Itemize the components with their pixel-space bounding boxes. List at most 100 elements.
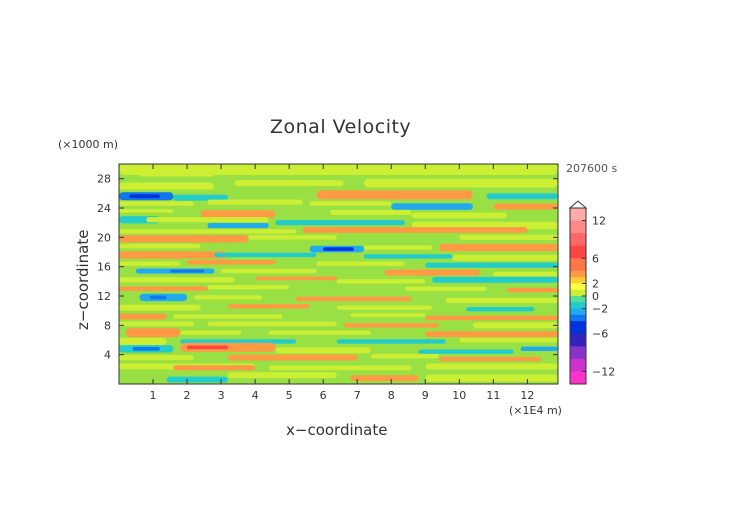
heatmap-band — [170, 269, 205, 273]
heatmap-band — [336, 305, 433, 310]
heatmap-band — [459, 337, 558, 343]
heatmap-band — [180, 330, 242, 335]
heatmap-band — [149, 295, 167, 300]
heatmap-band — [336, 279, 426, 284]
heatmap-band — [466, 307, 535, 312]
y-tick-label: 20 — [97, 231, 111, 244]
colorbar-segment — [570, 302, 586, 310]
x-tick-label: 6 — [320, 389, 327, 402]
heatmap-band — [119, 201, 194, 206]
heatmap-band — [119, 321, 194, 327]
colorbar-segment — [570, 314, 586, 322]
colorbar-segment — [570, 233, 586, 247]
heatmap-band — [119, 235, 249, 243]
heatmap-band — [125, 328, 181, 338]
heatmap-band — [350, 375, 419, 382]
heatmap-band — [364, 254, 453, 259]
x-axis-unit: (×1E4 m) — [509, 404, 562, 417]
heatmap-band — [227, 372, 337, 379]
heatmap-band — [139, 172, 215, 177]
heatmap-band — [221, 268, 317, 274]
heatmap-band — [214, 252, 317, 258]
heatmap-band — [425, 262, 558, 268]
heatmap-band — [418, 349, 514, 354]
y-tick-label: 28 — [97, 173, 111, 186]
heatmap-band — [119, 313, 167, 320]
heatmap-band — [432, 276, 558, 283]
colorbar-segment — [570, 258, 586, 272]
heatmap-band — [166, 376, 228, 383]
heatmap-band — [132, 346, 160, 351]
colorbar-segment — [570, 296, 586, 303]
x-tick-label: 12 — [520, 389, 534, 402]
heatmap-band — [119, 229, 296, 234]
colorbar-segment — [570, 220, 586, 234]
heatmap-band — [438, 243, 558, 252]
x-tick-label: 10 — [452, 389, 466, 402]
heatmap-band — [506, 287, 558, 293]
colorbar-tick-label: −2 — [592, 303, 608, 316]
heatmap-band — [248, 235, 337, 240]
y-tick-label: 24 — [97, 202, 111, 215]
colorbar-tick-label: 6 — [592, 252, 599, 265]
colorbar-tick-label: 0 — [592, 290, 599, 303]
x-tick-label: 2 — [184, 389, 191, 402]
y-tick-label: 16 — [97, 261, 111, 274]
heatmap-band — [173, 365, 256, 371]
heatmap-band — [119, 286, 208, 291]
heatmap-band — [119, 355, 194, 361]
colorbar-tick-label: −6 — [592, 328, 608, 341]
y-tick-label: 12 — [97, 290, 111, 303]
chart-title: Zonal Velocity — [270, 116, 412, 138]
heatmap-band — [119, 337, 167, 346]
heatmap-band — [438, 356, 541, 362]
heatmap-band — [227, 304, 310, 309]
y-axis-unit: (×1000 m) — [58, 138, 119, 151]
colorbar-segment — [570, 270, 586, 278]
y-tick-label: 4 — [104, 349, 111, 362]
heatmap-band — [268, 330, 371, 335]
heatmap-band — [316, 190, 473, 200]
heatmap-band — [119, 277, 235, 283]
colorbar-tick-label: −12 — [592, 365, 615, 378]
colorbar-tick-label: 12 — [592, 215, 606, 228]
x-axis-label: x−coordinate — [286, 421, 388, 439]
heatmap-band — [309, 201, 392, 206]
heatmap-band — [207, 223, 269, 229]
heatmap-band — [275, 220, 405, 226]
heatmap-band — [200, 210, 276, 218]
heatmap-band — [316, 261, 405, 266]
heatmap-band — [119, 209, 174, 213]
colorbar-segment — [570, 283, 586, 291]
y-tick-label: 8 — [104, 319, 111, 332]
heatmap-band — [180, 339, 296, 344]
colorbar-segment — [570, 333, 586, 347]
heatmap-band — [275, 347, 371, 354]
heatmap-band — [129, 194, 160, 199]
heatmap-band — [119, 251, 228, 259]
colorbar-extend-arrow — [568, 200, 588, 209]
x-tick-label: 3 — [218, 389, 225, 402]
x-tick-label: 1 — [150, 389, 157, 402]
heatmap-band — [234, 180, 344, 186]
heatmap-band — [255, 276, 337, 281]
heatmap-band — [391, 203, 473, 210]
heatmap-band — [384, 269, 480, 276]
x-tick-label: 7 — [354, 389, 361, 402]
heatmap-band — [119, 243, 201, 249]
heatmap-band — [364, 178, 558, 188]
heatmap-band — [268, 365, 412, 371]
colorbar-segment — [570, 321, 586, 335]
heatmap-band — [486, 193, 558, 200]
heatmap-band — [350, 313, 426, 317]
heatmap-band — [343, 323, 439, 328]
heatmap-band — [180, 342, 276, 352]
colorbar-segment — [570, 277, 586, 284]
heatmap-band — [146, 217, 269, 223]
heatmap-band — [207, 321, 337, 327]
heatmap-band — [411, 212, 507, 219]
heatmap-band — [119, 304, 201, 311]
x-tick-label: 11 — [486, 389, 500, 402]
